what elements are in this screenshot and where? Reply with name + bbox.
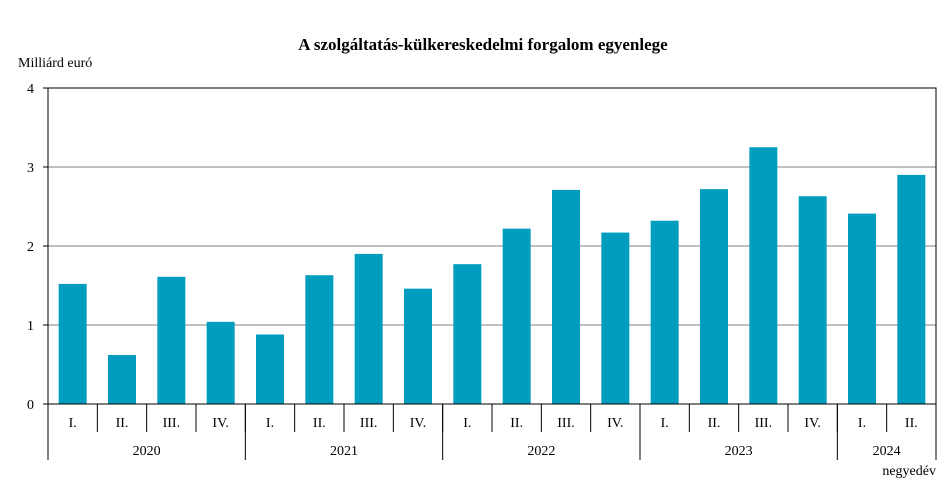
x-tick-label-12: I. bbox=[661, 416, 669, 431]
y-tick-label-0: 0 bbox=[27, 398, 34, 413]
x-tick-label-2: III. bbox=[163, 416, 181, 431]
x-tick-label-5: II. bbox=[313, 416, 326, 431]
bar-10 bbox=[552, 189, 580, 404]
x-tick-label-6: III. bbox=[360, 416, 378, 431]
x-tick-label-15: IV. bbox=[804, 416, 820, 431]
y-tick-label-2: 2 bbox=[27, 240, 34, 255]
year-label-2021: 2021 bbox=[330, 444, 358, 459]
year-label-2023: 2023 bbox=[725, 444, 753, 459]
bar-8 bbox=[453, 264, 482, 404]
year-label-2022: 2022 bbox=[527, 444, 555, 459]
x-axis-label: negyedév bbox=[882, 464, 936, 479]
bar-7 bbox=[404, 288, 432, 404]
year-label-2024: 2024 bbox=[873, 444, 901, 459]
bars bbox=[58, 147, 926, 404]
x-tick-label-4: I. bbox=[266, 416, 274, 431]
year-label-2020: 2020 bbox=[133, 444, 161, 459]
x-tick-label-7: IV. bbox=[410, 416, 426, 431]
gridlines bbox=[48, 166, 936, 326]
x-tick-label-13: II. bbox=[708, 416, 721, 431]
bar-14 bbox=[749, 147, 778, 404]
bar-0 bbox=[58, 283, 87, 404]
y-axis-label: Milliárd euró bbox=[18, 56, 92, 71]
bar-5 bbox=[305, 275, 334, 404]
x-tick-label-14: III. bbox=[755, 416, 773, 431]
bar-15 bbox=[798, 196, 827, 404]
x-tick-label-8: I. bbox=[463, 416, 471, 431]
chart-title: A szolgáltatás-külkereskedelmi forgalom … bbox=[298, 35, 668, 54]
x-tick-label-1: II. bbox=[116, 416, 129, 431]
bar-17 bbox=[897, 174, 926, 404]
x-axis: I. II. III. IV. I. II. III. IV. I. II. III. IV. I. II… bbox=[47, 404, 937, 460]
x-tick-label-0: I. bbox=[69, 416, 77, 431]
bar-2 bbox=[157, 276, 186, 404]
x-tick-label-9: II. bbox=[510, 416, 523, 431]
x-tick-label-11: IV. bbox=[607, 416, 623, 431]
x-tick-label-3: IV. bbox=[212, 416, 228, 431]
x-tick-label-17: II. bbox=[905, 416, 918, 431]
y-tick-label-3: 3 bbox=[27, 161, 34, 176]
bar-1 bbox=[108, 355, 136, 404]
bar-3 bbox=[206, 321, 235, 404]
y-tick-label-4: 4 bbox=[27, 82, 34, 97]
bar-9 bbox=[502, 228, 531, 404]
bar-11 bbox=[601, 232, 630, 404]
y-axis-ticks: 0 1 2 3 4 bbox=[27, 82, 48, 413]
bar-12 bbox=[650, 220, 679, 404]
y-tick-label-1: 1 bbox=[27, 319, 34, 334]
x-tick-label-16: I. bbox=[858, 416, 866, 431]
bar-4 bbox=[256, 334, 284, 404]
bar-6 bbox=[354, 253, 383, 404]
x-tick-label-10: III. bbox=[557, 416, 575, 431]
bar-13 bbox=[700, 189, 728, 404]
bar-16 bbox=[848, 213, 876, 404]
